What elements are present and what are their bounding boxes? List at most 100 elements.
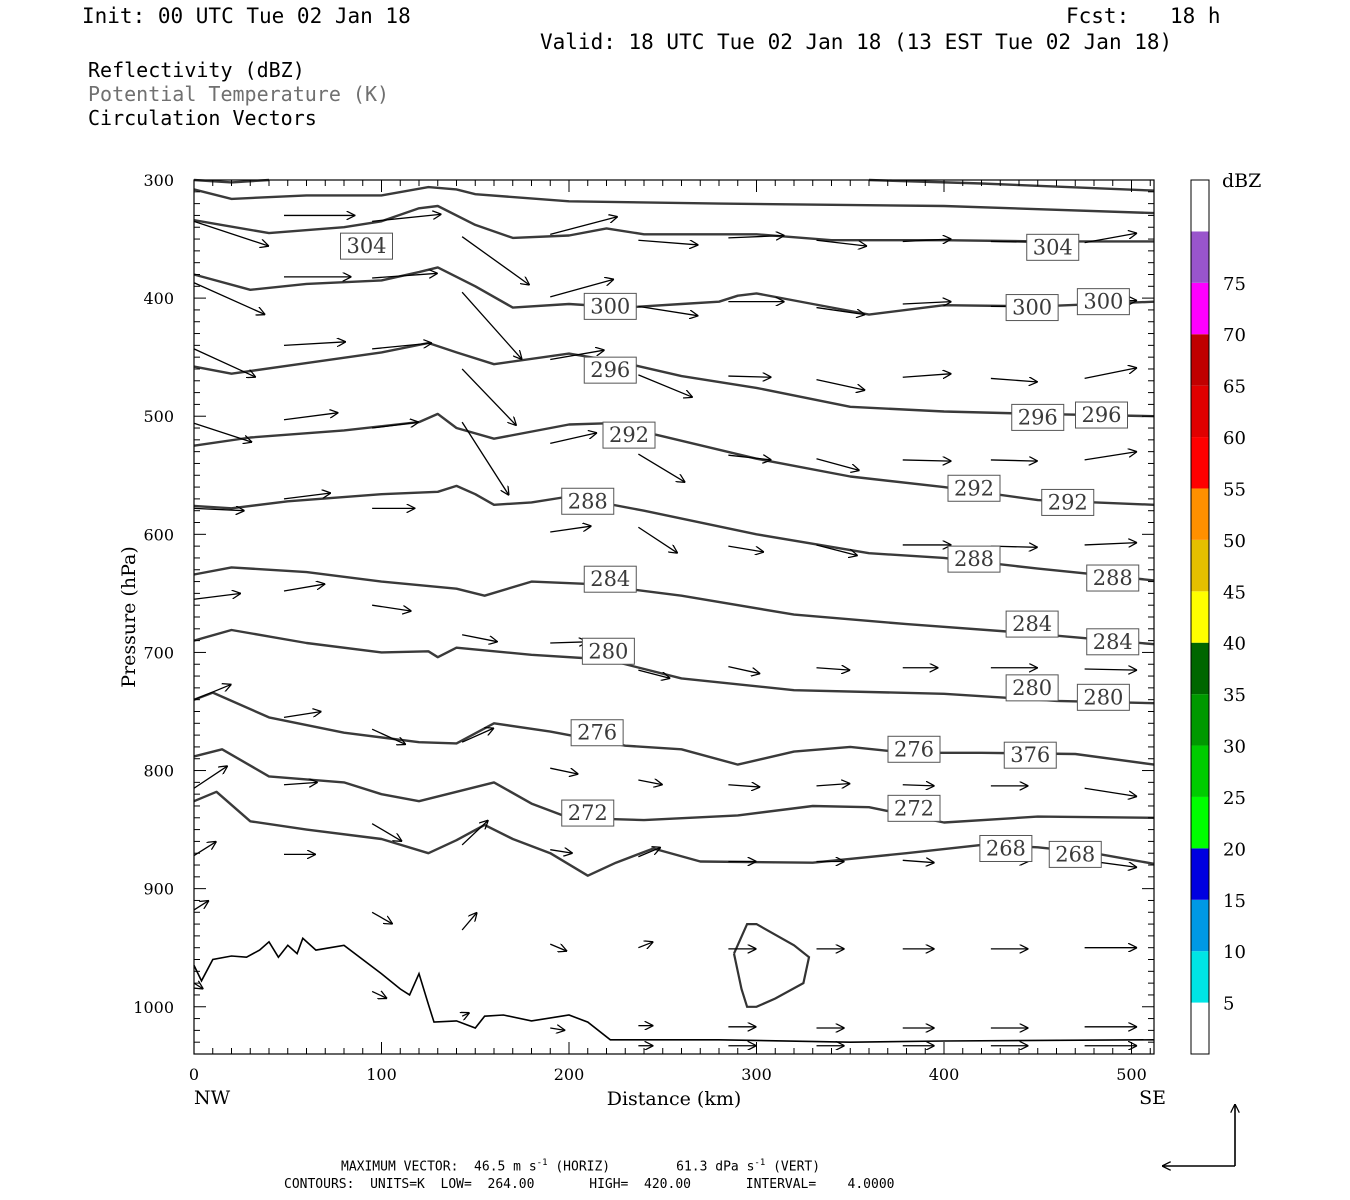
circulation-vector: [728, 785, 760, 787]
legend-vectors: Circulation Vectors: [88, 106, 317, 130]
contour-label-text: 280: [588, 639, 628, 663]
circulation-vector: [816, 544, 858, 556]
valid-time: Valid: 18 UTC Tue 02 Jan 18 (13 EST Tue …: [540, 30, 1173, 54]
contour-label: 268: [1048, 840, 1102, 868]
isentrope-292: [193, 412, 1155, 506]
contour-label-text: 284: [590, 567, 630, 591]
contour-label: 280: [581, 637, 635, 665]
circulation-vector: [638, 374, 692, 397]
circulation-vector: [193, 220, 269, 246]
contour-label: 296: [1075, 401, 1128, 429]
contour-label: 288: [1086, 564, 1140, 592]
contour-label: 276: [570, 719, 624, 747]
contour-label-text: 296: [1018, 405, 1058, 429]
forecast-hour: 18 h: [1170, 4, 1221, 28]
colorbar-swatch: [1191, 642, 1209, 695]
colorbar-swatch: [1191, 1002, 1209, 1054]
circulation-vector: [461, 421, 509, 495]
contour-label-text: 288: [1093, 566, 1133, 590]
contour-label: 284: [1005, 610, 1059, 638]
contour-label: 376: [1003, 741, 1057, 769]
circulation-vector: [728, 376, 771, 377]
colorbar-swatch: [1191, 282, 1209, 335]
contour-label-text: 284: [1093, 630, 1133, 654]
contour-label: 288: [947, 545, 1001, 573]
contour-label: 280: [1005, 674, 1059, 702]
circulation-vector: [461, 236, 530, 285]
isentrope-296: [193, 341, 1155, 418]
init-time: Init: 00 UTC Tue 02 Jan 18: [82, 4, 411, 28]
circulation-vector: [1084, 233, 1138, 244]
circulation-vector: [1084, 543, 1138, 545]
circulation-vector: [816, 458, 860, 471]
circulation-vector: [728, 545, 764, 552]
circulation-vector: [550, 850, 573, 854]
colorbar-label: 50: [1223, 531, 1246, 552]
contour-label-text: 292: [954, 476, 994, 500]
circulation-vector: [902, 860, 935, 862]
contour-label: 300: [1076, 288, 1130, 316]
x-axis-label: Distance (km): [607, 1088, 742, 1110]
footer-horiz-value: MAXIMUM VECTOR: 46.5 m s: [341, 1159, 537, 1175]
circulation-vector: [816, 378, 866, 391]
contour-label: 296: [1011, 403, 1065, 431]
contour-label-text: 276: [577, 721, 617, 745]
circulation-vector: [990, 460, 1038, 461]
circulation-vector: [638, 453, 685, 482]
y-tick-label: 900: [143, 880, 174, 899]
colorbar-label: 45: [1223, 582, 1246, 603]
colorbar-frame: [1190, 179, 1210, 1055]
isentrope-304: [193, 204, 1154, 243]
circulation-vector: [283, 342, 346, 346]
circulation-vector: [283, 413, 338, 421]
x-tick-label: 0: [189, 1065, 199, 1084]
contour-label-text: 292: [609, 423, 649, 447]
x-tick-label: 300: [741, 1065, 772, 1084]
circulation-vector: [283, 711, 322, 719]
circulation-vector: [1084, 452, 1138, 461]
legend-theta: Potential Temperature (K): [88, 82, 390, 106]
circulation-vector: [372, 273, 438, 279]
colorbar-label: 10: [1223, 942, 1246, 963]
circulation-vector: [371, 728, 406, 744]
contour-label-text: 296: [590, 358, 630, 382]
reflectivity-contour: [732, 923, 811, 1008]
colorbar-label: 60: [1223, 428, 1246, 449]
circulation-vector: [902, 785, 935, 786]
footer-vert-value: 61.3 dPa s: [676, 1159, 755, 1175]
circulation-vector: [990, 378, 1038, 382]
contour-label: 292: [602, 421, 656, 449]
isentrope-top-b: [193, 185, 1155, 215]
circulation-vector: [193, 348, 256, 377]
circulation-vector: [902, 239, 952, 241]
contour-label-text: 376: [1010, 743, 1050, 767]
colorbar-swatch: [1191, 385, 1209, 438]
circulation-vector: [193, 508, 245, 510]
contour-label: 272: [561, 799, 615, 827]
contour-label: 272: [887, 794, 941, 822]
colorbar-swatch: [1191, 488, 1209, 540]
contour-label-text: 288: [568, 489, 608, 513]
circulation-vector: [550, 1028, 565, 1030]
circulation-vector: [550, 350, 604, 361]
isentrope-268: [193, 790, 1155, 877]
x-end-label-nw: NW: [194, 1087, 231, 1109]
y-axis-label: Pressure (hPa): [118, 546, 140, 688]
terrain-line: [193, 936, 1155, 1044]
colorbar-label: 55: [1223, 479, 1246, 500]
circulation-vector: [1084, 787, 1138, 796]
contour-label: 284: [1086, 628, 1140, 656]
contour-label-text: 300: [590, 294, 630, 318]
colorbar-swatch: [1191, 848, 1209, 900]
circulation-vector: [728, 665, 760, 674]
circulation-vector: [816, 306, 866, 315]
colorbar-swatch: [1191, 180, 1209, 232]
colorbar-unit: dBZ: [1222, 170, 1261, 192]
circulation-vector: [461, 820, 488, 846]
contour-label-text: 272: [894, 796, 934, 820]
footer-max-vector: MAXIMUM VECTOR: 46.5 m s-1 (HORIZ) 61.3 d…: [341, 1158, 820, 1174]
contour-label: 276: [887, 735, 941, 763]
contour-label-text: 300: [1083, 290, 1123, 314]
circulation-vector: [638, 239, 698, 245]
contour-label: 292: [1041, 488, 1095, 516]
